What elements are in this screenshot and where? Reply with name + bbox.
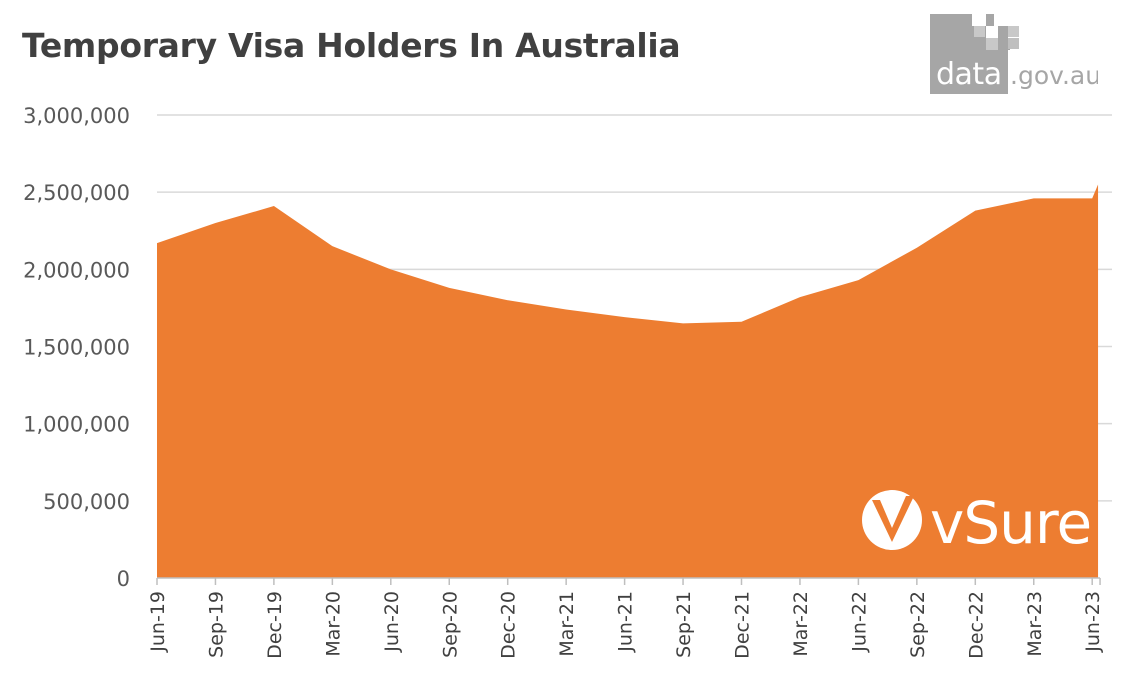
- x-tick-label: Sep-19: [205, 591, 227, 658]
- x-tick-label: Dec-21: [732, 591, 754, 659]
- y-tick-label: 3,000,000: [23, 104, 130, 128]
- datagov-logo-domain: .gov.au: [1010, 61, 1098, 90]
- vsure-logo: vSure: [862, 486, 1102, 557]
- x-tick-label: Jun-22: [848, 591, 870, 653]
- x-tick-label: Dec-19: [264, 591, 286, 659]
- x-axis-ticks: Jun-19 Sep-19 Dec-19 Mar-20 Jun-20 Sep-20 Dec-…: [147, 577, 1104, 659]
- y-tick-label: 1,500,000: [23, 336, 130, 360]
- y-tick-label: 500,000: [43, 490, 130, 514]
- datagov-logo-text: data: [936, 57, 1002, 92]
- x-tick-label: Jun-21: [615, 591, 637, 653]
- y-tick-label: 1,000,000: [23, 413, 130, 437]
- x-tick-label: Dec-22: [965, 591, 987, 659]
- x-tick-label: Sep-22: [907, 591, 929, 658]
- x-tick-label: Mar-23: [1024, 591, 1046, 657]
- x-tick-label: Jun-23: [1082, 591, 1104, 653]
- area-series: [156, 184, 1099, 578]
- y-tick-label: 2,500,000: [23, 181, 130, 205]
- x-tick-label: Mar-21: [556, 591, 578, 657]
- y-tick-label: 0: [117, 567, 130, 591]
- vsure-logo-text: vSure: [930, 489, 1091, 556]
- x-tick-label: Dec-20: [498, 591, 520, 659]
- area-fill: [157, 184, 1099, 578]
- x-tick-label: Mar-20: [322, 591, 344, 657]
- x-tick-label: Sep-21: [673, 591, 695, 658]
- datagov-logo: data .gov.au: [928, 14, 1101, 94]
- y-tick-label: 2,000,000: [23, 258, 130, 282]
- x-tick-label: Jun-20: [381, 591, 403, 653]
- chart-title: Temporary Visa Holders In Australia: [22, 26, 681, 65]
- x-tick-label: Sep-20: [439, 591, 461, 658]
- x-tick-label: Mar-22: [790, 591, 812, 657]
- x-tick-label: Jun-19: [147, 591, 169, 653]
- y-axis-ticks: 0 500,000 1,000,000 1,500,000 2,000,000 2,500…: [23, 104, 130, 591]
